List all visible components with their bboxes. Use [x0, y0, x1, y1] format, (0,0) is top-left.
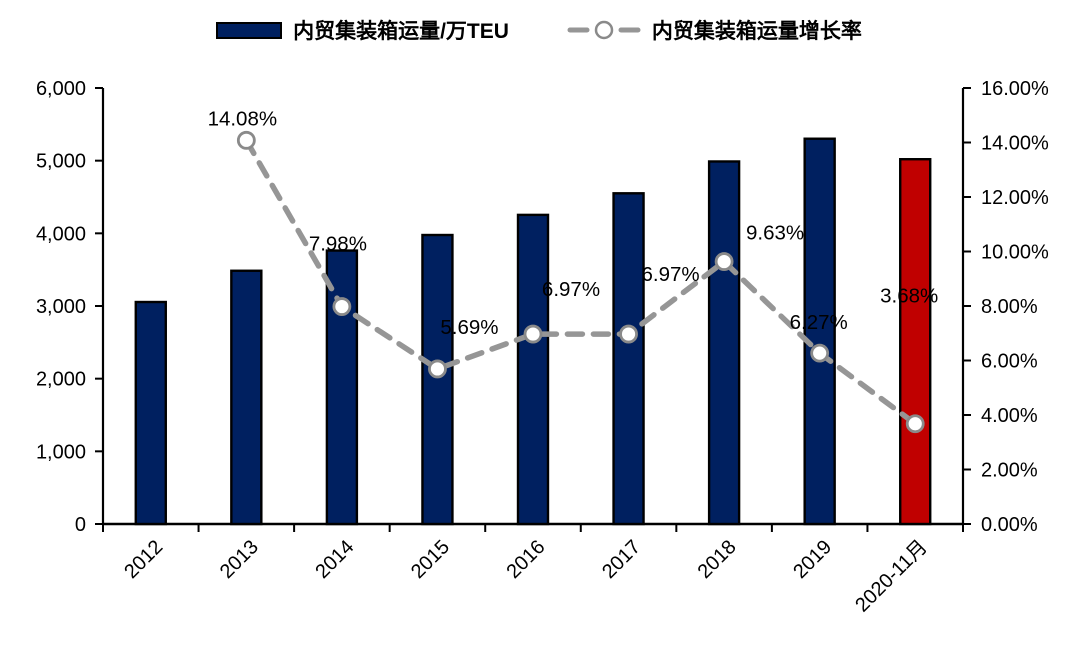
growth-value-label-2014: 7.98% — [309, 233, 367, 256]
left-axis-tick-label: 4,000 — [36, 223, 86, 245]
bar-2013 — [230, 269, 263, 526]
growth-value-label-2015: 5.69% — [440, 316, 498, 339]
growth-value-label-2020-11: 3.68% — [880, 285, 938, 308]
legend: 内贸集装箱运量/万TEU 内贸集装箱运量增长率 — [0, 15, 1078, 45]
bar-2017 — [612, 192, 645, 526]
growth-marker-2015 — [428, 359, 447, 379]
growth-value-label-2016: 6.97% — [542, 278, 600, 301]
x-axis-label-2016: 2016 — [503, 536, 550, 583]
x-axis-label-2018: 2018 — [694, 536, 741, 583]
left-axis-tick-label: 3,000 — [36, 296, 86, 318]
growth-value-label-2018: 9.63% — [746, 222, 804, 245]
bar-2014 — [325, 249, 359, 526]
legend-item-growth: 内贸集装箱运量增长率 — [567, 15, 862, 45]
bar-2016 — [516, 213, 550, 526]
x-axis-label-2020-11: 2020-11月 — [851, 536, 932, 617]
bar-2012 — [134, 300, 167, 526]
right-axis-tick-label: 16.00% — [981, 78, 1049, 100]
right-axis-tick-label: 6.00% — [981, 351, 1038, 373]
growth-marker-2013 — [236, 130, 256, 150]
x-axis-label-2013: 2013 — [216, 536, 263, 583]
left-axis-tick-label: 2,000 — [36, 369, 86, 391]
x-axis-label-2012: 2012 — [120, 536, 167, 583]
right-axis-tick-label: 2.00% — [981, 460, 1038, 482]
growth-value-label-2017: 6.97% — [641, 263, 699, 286]
left-axis-tick-label: 6,000 — [36, 78, 86, 100]
bar-2020-11 — [899, 158, 932, 526]
left-axis-tick-label: 0 — [75, 514, 86, 536]
growth-value-label-2019: 6.27% — [790, 311, 848, 334]
legend-item-volume: 内贸集装箱运量/万TEU — [216, 15, 509, 45]
growth-marker-2017 — [619, 324, 638, 344]
growth-line — [243, 137, 918, 427]
right-axis-tick-label: 4.00% — [981, 405, 1038, 427]
right-axis-tick-label: 10.00% — [981, 242, 1049, 264]
growth-marker-2020-11 — [905, 414, 925, 434]
bar-legend-label: 内贸集装箱运量/万TEU — [293, 20, 509, 43]
bar-2018 — [707, 160, 741, 526]
right-axis-tick-label: 0.00% — [981, 514, 1038, 536]
right-axis-tick-label: 8.00% — [981, 296, 1038, 318]
bar-2015 — [421, 233, 454, 526]
growth-marker-2018 — [714, 252, 734, 271]
growth-marker-2014 — [332, 297, 352, 316]
growth-marker-2016 — [523, 324, 543, 344]
line-legend-label: 内贸集装箱运量增长率 — [651, 20, 862, 43]
growth-marker-2019 — [810, 343, 830, 363]
x-axis-label-2015: 2015 — [407, 536, 454, 583]
x-axis-label-2017: 2017 — [598, 536, 645, 583]
line-legend-swatch-icon — [567, 19, 641, 41]
right-axis-tick-label: 14.00% — [981, 133, 1049, 155]
x-axis-label-2019: 2019 — [789, 536, 836, 583]
bar-2019 — [803, 137, 836, 526]
right-axis-tick-label: 12.00% — [981, 187, 1049, 209]
left-axis-tick-label: 5,000 — [36, 151, 86, 173]
x-axis-label-2014: 2014 — [311, 536, 358, 583]
left-axis-tick-label: 1,000 — [36, 441, 86, 463]
growth-value-label-2013: 14.08% — [208, 107, 278, 130]
bar-legend-swatch-icon — [216, 21, 283, 39]
